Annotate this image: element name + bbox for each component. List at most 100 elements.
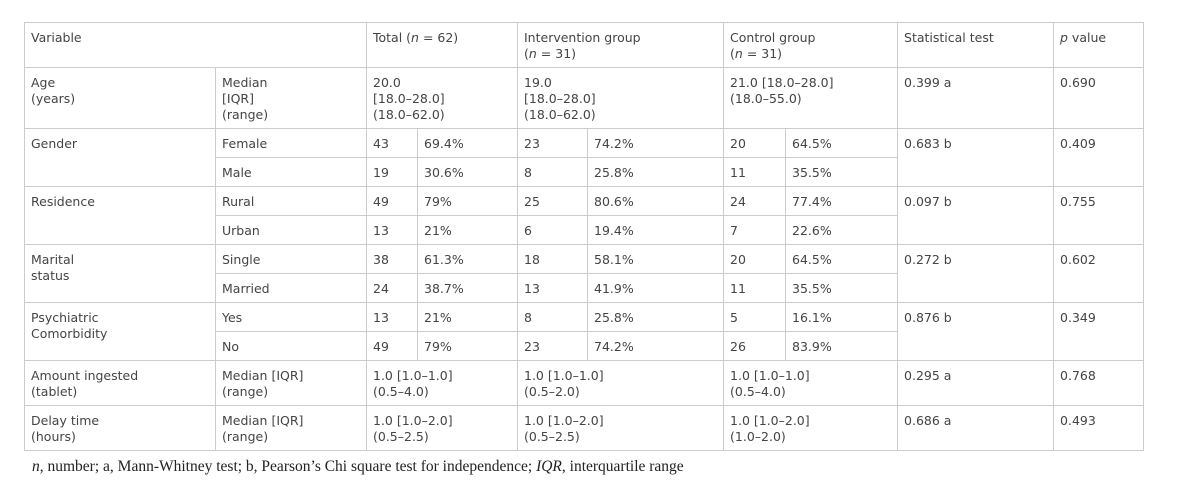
p-cell: 0.493: [1053, 405, 1145, 451]
p-cell: 0.755: [1053, 186, 1145, 245]
value-cell: 20: [723, 128, 787, 158]
test-cell: 0.272 b: [897, 244, 1055, 303]
value-cell: 5: [723, 302, 787, 332]
cell-line: (1.0–2.0): [730, 429, 786, 444]
header-line: p value: [1060, 30, 1137, 46]
header-row: Variable Total (n = 62) Intervention group…: [24, 22, 1145, 68]
header-line: Statistical test: [904, 30, 1047, 46]
cell-line: 20.0: [373, 75, 401, 90]
cell-line: Gender: [31, 136, 78, 151]
value-cell: 79%: [417, 186, 518, 216]
variable-cell: Amount ingested (tablet): [24, 360, 216, 406]
sub-cell: Median [IQR] (range): [215, 360, 367, 406]
cell-line: 1.0 [1.0–2.0]: [373, 413, 453, 428]
footnote: n, number; a, Mann-Whitney test; b, Pear…: [32, 458, 684, 476]
cell-line: (hours): [31, 429, 76, 444]
cell-line: Residence: [31, 194, 95, 209]
table-row: Married 24 38.7% 13 41.9% 11 35.5%: [25, 273, 1144, 303]
sub-cell: Median [IQR] (range): [215, 405, 367, 451]
header-line: Control group: [730, 30, 891, 46]
value-cell: 25: [517, 186, 588, 216]
value-cell: 43: [366, 128, 418, 158]
value-cell: 19.4%: [586, 215, 725, 245]
value-cell: 69.4%: [417, 128, 518, 158]
value-cell: 35.5%: [785, 273, 899, 303]
value-cell: 23: [517, 331, 588, 361]
value-cell: 64.5%: [785, 244, 899, 274]
cell-line: (range): [222, 429, 269, 444]
value-cell: 20: [723, 244, 787, 274]
header-line: (n = 31): [730, 46, 891, 62]
table-row: Amount ingested (tablet) Median [IQR] (rang…: [24, 360, 1145, 406]
value-cell: 21%: [417, 215, 518, 245]
value-cell: 13: [517, 273, 588, 303]
cell-line: (0.5–2.5): [373, 429, 429, 444]
p-cell: 0.690: [1053, 67, 1145, 129]
cell-line: [18.0–28.0]: [524, 91, 596, 106]
table-row: Male 19 30.6% 8 25.8% 11 35.5%: [25, 157, 1144, 187]
test-cell: 0.399 a: [897, 67, 1055, 129]
value-cell: 79%: [417, 331, 518, 361]
cell-line: status: [31, 268, 70, 283]
cell-line: Male: [222, 165, 252, 180]
test-cell: 0.097 b: [897, 186, 1055, 245]
value-cell: 21%: [417, 302, 518, 332]
cell-line: Median [IQR]: [222, 413, 304, 428]
cell-line: No: [222, 339, 239, 354]
value-cell: 23: [517, 128, 588, 158]
text-segment: Intervention group: [524, 30, 641, 45]
header-line: Total (n = 62): [373, 30, 511, 46]
cell-line: (0.5–2.0): [524, 384, 580, 399]
cell-line: Median: [222, 75, 268, 90]
cell-line: Urban: [222, 223, 260, 238]
value-cell: 1.0 [1.0–2.0] (1.0–2.0): [723, 405, 899, 451]
test-cell: 0.683 b: [897, 128, 1055, 187]
test-cell: 0.295 a: [897, 360, 1055, 406]
text-segment: n: [411, 30, 419, 45]
value-cell: 16.1%: [785, 302, 899, 332]
header-cell: Variable: [24, 22, 367, 68]
text-segment: IQR: [536, 458, 562, 475]
text-segment: (: [730, 46, 735, 61]
data-table: Variable Total (n = 62) Intervention group…: [24, 22, 1145, 451]
cell-line: (18.0–62.0): [373, 107, 445, 122]
sub-cell: Rural: [215, 186, 367, 216]
sub-cell: Yes: [215, 302, 367, 332]
cell-line: 1.0 [1.0–1.0]: [524, 368, 604, 383]
cell-line: Delay time: [31, 413, 100, 428]
value-cell: 58.1%: [586, 244, 725, 274]
variable-cell: Marital status: [24, 244, 216, 303]
header-cell: Control group (n = 31): [723, 22, 899, 68]
text-segment: n: [734, 46, 743, 61]
value-cell: 61.3%: [417, 244, 518, 274]
cell-line: Rural: [222, 194, 255, 209]
cell-line: 1.0 [1.0–2.0]: [524, 413, 604, 428]
cell-line: 1.0 [1.0–1.0]: [730, 368, 810, 383]
variable-cell: Delay time (hours): [24, 405, 216, 451]
text-segment: (: [524, 46, 529, 61]
cell-line: Amount ingested: [31, 368, 139, 383]
value-cell: 64.5%: [785, 128, 899, 158]
header-cell: Total (n = 62): [366, 22, 518, 68]
variable-cell: Residence: [24, 186, 216, 245]
value-cell: 80.6%: [586, 186, 725, 216]
sub-cell: Male: [215, 157, 367, 187]
text-segment: = 31): [742, 46, 783, 61]
text-segment: n: [32, 458, 40, 475]
text-segment: n: [528, 46, 537, 61]
cell-line: [18.0–28.0]: [373, 91, 445, 106]
cell-line: Married: [222, 281, 270, 296]
value-cell: 74.2%: [586, 331, 725, 361]
cell-line: (18.0–55.0): [730, 91, 802, 106]
value-cell: 1.0 [1.0–1.0] (0.5–4.0): [723, 360, 899, 406]
p-cell: 0.409: [1053, 128, 1145, 187]
table-wrap: Variable Total (n = 62) Intervention group…: [24, 22, 1145, 451]
text-segment: Control group: [730, 30, 816, 45]
value-cell: 24: [366, 273, 418, 303]
value-cell: 49: [366, 186, 418, 216]
test-cell: 0.876 b: [897, 302, 1055, 361]
cell-line: (0.5–4.0): [730, 384, 786, 399]
text-segment: Statistical test: [904, 30, 994, 45]
cell-line: (years): [31, 91, 76, 106]
